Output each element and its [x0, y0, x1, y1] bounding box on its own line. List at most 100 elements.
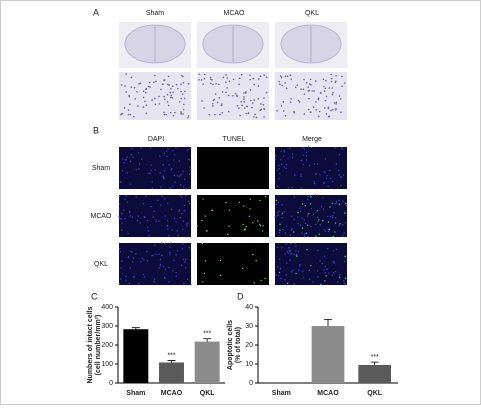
nucleus [334, 271, 337, 273]
nucleus [148, 234, 150, 237]
nucleus [316, 270, 319, 272]
nucleus [289, 234, 291, 236]
nucleus [146, 219, 149, 222]
cell [214, 113, 216, 116]
cell [280, 105, 283, 107]
cell [226, 87, 228, 89]
nucleus [179, 194, 182, 197]
nucleus [324, 171, 326, 174]
nucleus [307, 198, 309, 200]
nucleus [323, 170, 325, 173]
nucleus [308, 278, 311, 280]
cell [324, 87, 327, 90]
cell [221, 112, 224, 114]
nucleus [302, 146, 304, 149]
cell [181, 93, 184, 95]
nucleus [175, 146, 177, 149]
nucleus [183, 204, 186, 206]
cell [240, 73, 243, 76]
nucleus [152, 254, 154, 257]
cell [325, 80, 327, 82]
tunel-cell [275, 199, 278, 202]
tunel-cell [219, 274, 222, 277]
nucleus [288, 147, 291, 150]
tunel-cell [310, 265, 312, 267]
cell [238, 77, 241, 80]
cell [198, 73, 201, 76]
nucleus [338, 199, 340, 202]
nucleus [287, 157, 289, 160]
nucleus [281, 216, 283, 219]
tunel-cell [245, 225, 247, 228]
cell [317, 98, 320, 101]
nucleus [180, 173, 182, 176]
nucleus [294, 242, 296, 245]
cell [133, 86, 136, 89]
cell [319, 92, 322, 94]
cell [144, 100, 146, 103]
nucleus [277, 214, 280, 216]
cell [253, 83, 256, 86]
nucleus [287, 252, 289, 254]
cell [334, 80, 337, 82]
nucleus [335, 200, 338, 203]
cell [182, 108, 185, 111]
nucleus [302, 277, 304, 279]
cell [145, 112, 148, 115]
cell [201, 100, 203, 102]
panel-label: A [93, 7, 99, 17]
cell [341, 75, 343, 78]
nucleus [302, 163, 305, 166]
tunel-cell [297, 212, 299, 214]
nucleus [316, 216, 319, 219]
nucleus [172, 149, 174, 152]
cell [335, 101, 338, 104]
cell [282, 101, 285, 103]
cell [298, 101, 301, 103]
y-axis-label: (% of total) [235, 327, 242, 363]
nucleus [283, 211, 285, 213]
cell [332, 91, 334, 94]
cell [307, 86, 310, 88]
nucleus [160, 204, 162, 206]
nucleus [301, 217, 303, 219]
panel-label: C [91, 291, 98, 301]
nucleus [314, 194, 317, 196]
cell [151, 99, 153, 101]
nucleus [288, 249, 290, 252]
significance-label: *** [203, 331, 211, 338]
column-label: Merge [302, 136, 322, 143]
x-tick-label: Sham [272, 390, 291, 397]
nucleus [286, 262, 288, 264]
cell [311, 90, 313, 92]
nucleus [283, 166, 285, 168]
nucleus [299, 265, 301, 267]
nucleus [163, 276, 166, 279]
nucleus [164, 277, 166, 280]
nucleus [303, 233, 306, 236]
cell [238, 83, 240, 85]
cell [132, 115, 135, 118]
column-label: TUNEL [223, 136, 246, 143]
cell [331, 87, 334, 89]
cell [182, 103, 185, 106]
nucleus [278, 210, 280, 213]
cell [231, 94, 234, 97]
cell [279, 83, 281, 86]
nucleus [290, 242, 292, 245]
cell [239, 114, 241, 117]
nucleus [322, 197, 324, 199]
cell [225, 91, 227, 94]
nucleus [300, 160, 303, 162]
x-tick-label: QKL [200, 390, 216, 397]
cell [172, 114, 175, 117]
nucleus [327, 215, 329, 218]
cell [200, 79, 203, 81]
nucleus [158, 267, 160, 269]
cell [324, 107, 326, 109]
cell [243, 92, 245, 94]
nucleus [298, 269, 300, 272]
nucleus [299, 210, 302, 212]
tunel-cell [264, 277, 266, 280]
nucleus [170, 242, 172, 244]
